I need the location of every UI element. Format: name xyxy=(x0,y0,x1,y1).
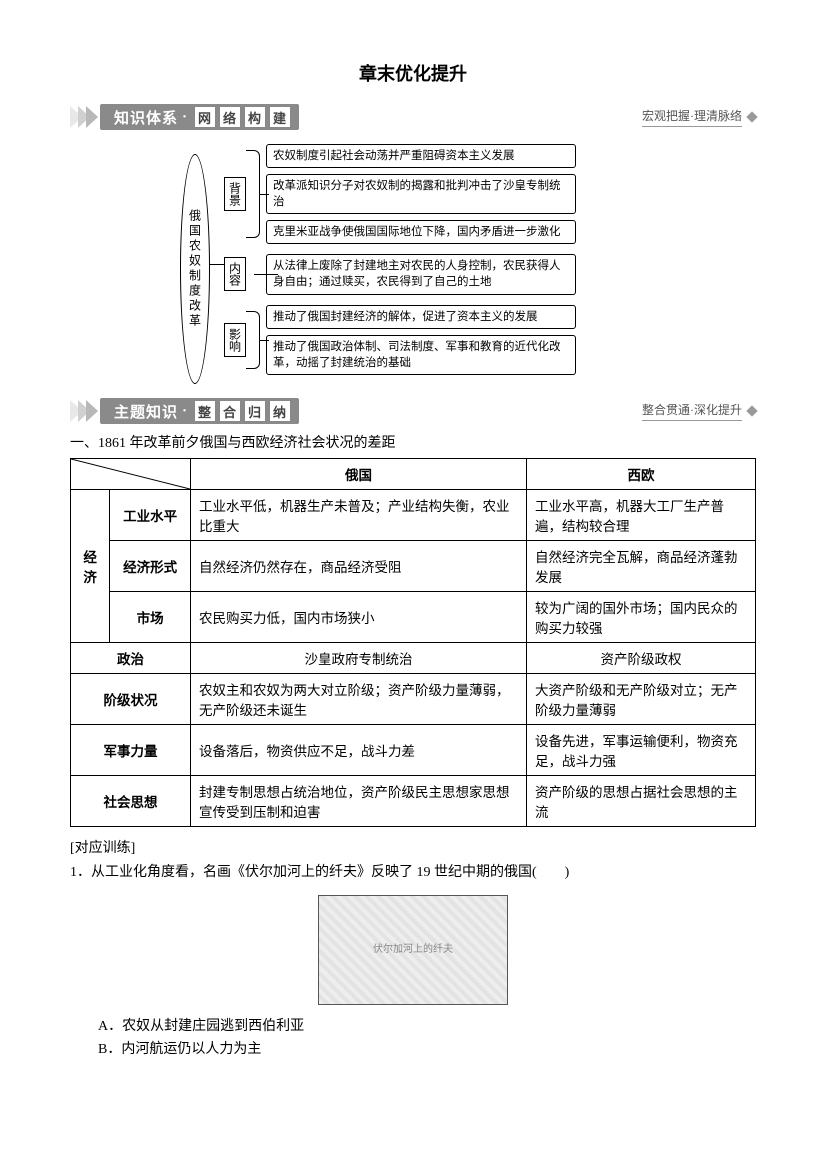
bracket-icon xyxy=(246,311,260,369)
cat: 政治 xyxy=(71,643,191,674)
section-banner-2: 主题知识 · 整 合 归 纳 整合贯通·深化提升 xyxy=(70,398,756,424)
branch-item: 推动了俄国封建经济的解体，促进了资本主义的发展 xyxy=(266,305,576,329)
dot-icon: · xyxy=(182,403,188,420)
table-row: 经济形式 自然经济仍然存在，商品经济受阻 自然经济完全瓦解，商品经济蓬勃发展 xyxy=(71,541,756,592)
bracket-icon xyxy=(246,150,260,238)
section-banner-1: 知识体系 · 网 络 构 建 宏观把握·理清脉络 xyxy=(70,104,756,130)
cat-economy: 经济 xyxy=(71,490,110,643)
diagonal-header xyxy=(71,459,191,490)
banner-box: 建 xyxy=(269,106,291,128)
table-title: 一、1861 年改革前夕俄国与西欧经济社会状况的差距 xyxy=(70,432,756,452)
branch-item: 改革派知识分子对农奴制的揭露和批判冲击了沙皇专制统治 xyxy=(266,174,576,214)
cell-eu: 较为广阔的国外市场；国内民众的购买力较强 xyxy=(527,592,756,643)
banner-boxes: 整 合 归 纳 xyxy=(194,400,291,422)
subcat: 经济形式 xyxy=(110,541,191,592)
page-title: 章末优化提升 xyxy=(70,60,756,86)
branch-item: 推动了俄国政治体制、司法制度、军事和教育的近代化改革，动摇了封建统治的基础 xyxy=(266,335,576,375)
dot-icon: · xyxy=(182,109,188,126)
banner-box: 整 xyxy=(194,400,216,422)
branch-items: 推动了俄国封建经济的解体，促进了资本主义的发展 推动了俄国政治体制、司法制度、军… xyxy=(260,305,756,375)
cat: 军事力量 xyxy=(71,725,191,776)
banner-box: 合 xyxy=(219,400,241,422)
banner-right-note: 宏观把握·理清脉络 xyxy=(642,107,742,127)
branch-label: 背景 xyxy=(224,177,246,211)
banner-box: 构 xyxy=(244,106,266,128)
branch-item: 克里米亚战争使俄国国际地位下降，国内矛盾进一步激化 xyxy=(266,220,576,244)
banner-prefix: 主题知识 xyxy=(114,401,178,422)
banner-right-note: 整合贯通·深化提升 xyxy=(642,401,742,421)
diagram-branches: 背景 农奴制度引起社会动荡并严重阻碍资本主义发展 改革派知识分子对农奴制的揭露和… xyxy=(224,144,756,384)
cell-ru: 工业水平低，机器生产未普及；产业结构失衡，农业比重大 xyxy=(191,490,527,541)
banner-pill-2: 主题知识 · 整 合 归 纳 xyxy=(100,398,299,424)
cell-ru: 农民购买力低，国内市场狭小 xyxy=(191,592,527,643)
table-row: 市场 农民购买力低，国内市场狭小 较为广阔的国外市场；国内民众的购买力较强 xyxy=(71,592,756,643)
painting-image: 伏尔加河上的纤夫 xyxy=(318,895,508,1005)
banner-box: 络 xyxy=(219,106,241,128)
banner-boxes: 网 络 构 建 xyxy=(194,106,291,128)
exercise-block: [对应训练] 1．从工业化角度看，名画《伏尔加河上的纤夫》反映了 19 世纪中期… xyxy=(70,837,756,1062)
table-header-row: 俄国 西欧 xyxy=(71,459,756,490)
option-b: B．内河航运仍以人力为主 xyxy=(98,1038,756,1062)
table-row: 军事力量 设备落后，物资供应不足，战斗力差 设备先进，军事运输便利，物资充足，战… xyxy=(71,725,756,776)
table-row: 社会思想 封建专制思想占统治地位，资产阶级民主思想家思想宣传受到压制和迫害 资产… xyxy=(71,776,756,827)
banner-pill-1: 知识体系 · 网 络 构 建 xyxy=(100,104,299,130)
bracket-icon xyxy=(246,260,260,288)
cat: 阶级状况 xyxy=(71,674,191,725)
branch-label: 内容 xyxy=(224,257,246,291)
subcat: 工业水平 xyxy=(110,490,191,541)
banner-box: 网 xyxy=(194,106,216,128)
branch-label: 影响 xyxy=(224,323,246,357)
branch-items: 从法律上废除了封建地主对农民的人身控制，农民获得人身自由；通过赎买，农民得到了自… xyxy=(260,254,756,294)
cell-eu: 设备先进，军事运输便利，物资充足，战斗力强 xyxy=(527,725,756,776)
cell-ru: 农奴主和农奴为两大对立阶级；资产阶级力量薄弱，无产阶级还未诞生 xyxy=(191,674,527,725)
cat: 社会思想 xyxy=(71,776,191,827)
branch-items: 农奴制度引起社会动荡并严重阻碍资本主义发展 改革派知识分子对农奴制的揭露和批判冲… xyxy=(260,144,756,244)
banner-box: 归 xyxy=(244,400,266,422)
table-row: 阶级状况 农奴主和农奴为两大对立阶级；资产阶级力量薄弱，无产阶级还未诞生 大资产… xyxy=(71,674,756,725)
connector-line xyxy=(210,264,224,265)
options: A．农奴从封建庄园逃到西伯利亚 B．内河航运仍以人力为主 xyxy=(98,1015,756,1063)
cell-ru: 封建专制思想占统治地位，资产阶级民主思想家思想宣传受到压制和迫害 xyxy=(191,776,527,827)
cell-eu: 资产阶级的思想占据社会思想的主流 xyxy=(527,776,756,827)
cell-eu: 自然经济完全瓦解，商品经济蓬勃发展 xyxy=(527,541,756,592)
col-header-russia: 俄国 xyxy=(191,459,527,490)
exercise-label: [对应训练] xyxy=(70,837,756,861)
branch-background: 背景 农奴制度引起社会动荡并严重阻碍资本主义发展 改革派知识分子对农奴制的揭露和… xyxy=(224,144,756,244)
subcat: 市场 xyxy=(110,592,191,643)
option-a: A．农奴从封建庄园逃到西伯利亚 xyxy=(98,1015,756,1039)
diamond-icon xyxy=(746,111,757,122)
question-1: 1．从工业化角度看，名画《伏尔加河上的纤夫》反映了 19 世纪中期的俄国( ) xyxy=(70,861,756,885)
branch-item: 农奴制度引起社会动荡并严重阻碍资本主义发展 xyxy=(266,144,576,168)
branch-content: 内容 从法律上废除了封建地主对农民的人身控制，农民获得人身自由；通过赎买，农民得… xyxy=(224,254,756,294)
chevron-icon xyxy=(70,106,94,128)
branch-impact: 影响 推动了俄国封建经济的解体，促进了资本主义的发展 推动了俄国政治体制、司法制… xyxy=(224,305,756,375)
cell-eu: 资产阶级政权 xyxy=(527,643,756,674)
cell-eu: 工业水平高，机器大工厂生产普遍，结构较合理 xyxy=(527,490,756,541)
cell-ru: 设备落后，物资供应不足，战斗力差 xyxy=(191,725,527,776)
diamond-icon xyxy=(746,405,757,416)
cell-ru: 自然经济仍然存在，商品经济受阻 xyxy=(191,541,527,592)
table-row: 经济 工业水平 工业水平低，机器生产未普及；产业结构失衡，农业比重大 工业水平高… xyxy=(71,490,756,541)
table-row: 政治 沙皇政府专制统治 资产阶级政权 xyxy=(71,643,756,674)
col-header-europe: 西欧 xyxy=(527,459,756,490)
diagram-root: 俄国农奴制度改革 xyxy=(180,154,210,384)
comparison-table: 俄国 西欧 经济 工业水平 工业水平低，机器生产未普及；产业结构失衡，农业比重大… xyxy=(70,458,756,827)
chevron-icon xyxy=(70,400,94,422)
branch-item: 从法律上废除了封建地主对农民的人身控制，农民获得人身自由；通过赎买，农民得到了自… xyxy=(266,254,576,294)
cell-ru: 沙皇政府专制统治 xyxy=(191,643,527,674)
banner-prefix: 知识体系 xyxy=(114,107,178,128)
concept-diagram: 俄国农奴制度改革 背景 农奴制度引起社会动荡并严重阻碍资本主义发展 改革派知识分… xyxy=(180,144,756,384)
cell-eu: 大资产阶级和无产阶级对立；无产阶级力量薄弱 xyxy=(527,674,756,725)
banner-box: 纳 xyxy=(269,400,291,422)
